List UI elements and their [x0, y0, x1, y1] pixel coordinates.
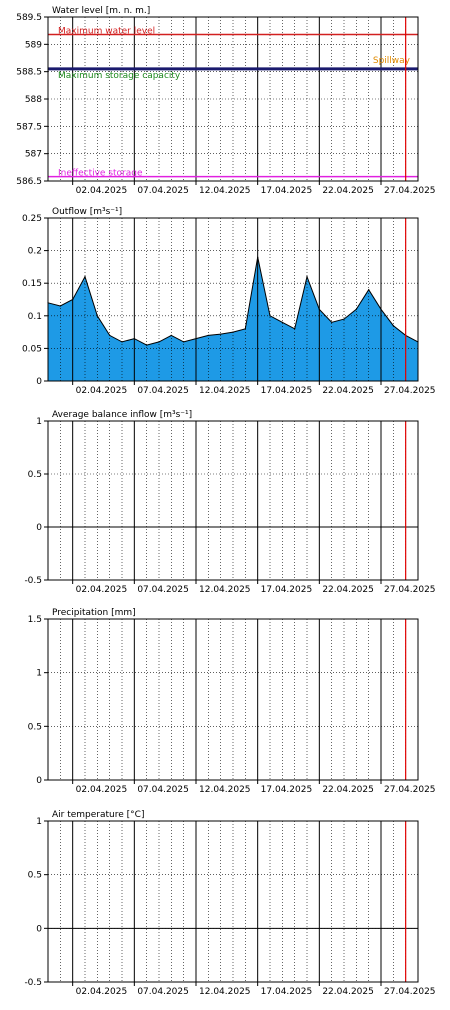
maximum-storage-capacity-label: Maximum storage capacity	[58, 71, 181, 81]
x-tick-label: 27.04.2025	[384, 585, 436, 595]
y-tick-label: 589	[25, 40, 42, 50]
y-tick-label: 1	[36, 817, 42, 827]
chart-title: Precipitation [mm]	[52, 608, 136, 618]
chart-title: Average balance inflow [m³s⁻¹]	[52, 410, 192, 420]
x-tick-label: 07.04.2025	[137, 987, 189, 997]
outflow-point	[306, 276, 308, 278]
chart-panel-1: Water level [m. n. m.] 586.5 587 587.5 588 58…	[16, 6, 435, 196]
chart-title: Air temperature [°C]	[52, 810, 144, 820]
y-tick-label: 588.5	[16, 68, 42, 78]
outflow-point	[281, 321, 283, 323]
plot-frame	[47, 16, 419, 182]
x-tick-label: 12.04.2025	[199, 987, 251, 997]
outflow-point	[392, 325, 394, 327]
y-tick-label: 587.5	[16, 122, 42, 132]
x-tick-label: 12.04.2025	[199, 585, 251, 595]
maximum-water-level-label: Maximum water level	[58, 26, 155, 36]
x-tick-label: 07.04.2025	[137, 585, 189, 595]
x-tick-label: 12.04.2025	[199, 186, 251, 196]
chart-panel-3: Average balance inflow [m³s⁻¹] -0.5 0 0.5 1 0…	[24, 410, 435, 595]
plot-frame	[47, 820, 419, 983]
y-tick-label: -0.5	[24, 576, 42, 586]
x-tick-label: 02.04.2025	[76, 386, 128, 396]
x-tick-label: 02.04.2025	[76, 186, 128, 196]
y-tick-label: -0.5	[24, 978, 42, 988]
x-tick-label: 02.04.2025	[76, 585, 128, 595]
chart-title: Water level [m. n. m.]	[52, 6, 150, 16]
y-tick-label: 586.5	[16, 177, 42, 187]
chart-panel-2: Outflow [m³s⁻¹] 0 0.05 0.1 0.15 0.2 0.25 02.04.…	[22, 207, 436, 396]
x-tick-label: 17.04.2025	[261, 585, 313, 595]
x-tick-label: 22.04.2025	[322, 987, 374, 997]
x-tick-label: 02.04.2025	[76, 987, 128, 997]
x-tick-label: 07.04.2025	[137, 386, 189, 396]
plot-frame	[47, 420, 419, 581]
y-tick-label: 1	[36, 417, 42, 427]
chart-panel-4: Precipitation [mm] 0 0.5 1 1.5 02.04.2025 07.0…	[28, 608, 436, 795]
outflow-point	[84, 276, 86, 278]
outflow-area	[48, 257, 418, 381]
x-tick-label: 07.04.2025	[137, 186, 189, 196]
x-tick-label: 17.04.2025	[261, 785, 313, 795]
x-tick-label: 12.04.2025	[199, 785, 251, 795]
x-tick-label: 22.04.2025	[322, 585, 374, 595]
y-tick-label: 0.15	[22, 279, 42, 289]
x-tick-label: 27.04.2025	[384, 785, 436, 795]
x-tick-label: 27.04.2025	[384, 186, 436, 196]
x-tick-label: 22.04.2025	[322, 386, 374, 396]
y-tick-label: 0.1	[28, 312, 42, 322]
chart-title: Outflow [m³s⁻¹]	[52, 207, 122, 217]
ineffective-storage-label: Ineffective storage	[58, 169, 143, 179]
y-tick-label: 1.5	[28, 615, 42, 625]
y-tick-label: 0.2	[28, 247, 42, 257]
y-tick-label: 1	[36, 669, 42, 679]
outflow-point	[220, 333, 222, 335]
y-tick-label: 589.5	[16, 13, 42, 23]
plot-frame	[47, 217, 419, 382]
spillway-label: Spillway	[373, 56, 411, 66]
x-tick-label: 12.04.2025	[199, 386, 251, 396]
y-tick-label: 0.25	[22, 214, 42, 224]
y-tick-label: 0.5	[28, 722, 42, 732]
x-tick-label: 27.04.2025	[384, 987, 436, 997]
y-tick-label: 0.5	[28, 470, 42, 480]
x-tick-label: 22.04.2025	[322, 186, 374, 196]
outflow-point	[331, 321, 333, 323]
x-tick-label: 22.04.2025	[322, 785, 374, 795]
x-tick-label: 02.04.2025	[76, 785, 128, 795]
y-tick-label: 588	[25, 95, 42, 105]
y-tick-label: 587	[25, 150, 42, 160]
y-tick-label: 0	[36, 924, 42, 934]
x-tick-label: 17.04.2025	[261, 386, 313, 396]
y-tick-label: 0	[36, 523, 42, 533]
x-tick-label: 17.04.2025	[261, 987, 313, 997]
y-tick-label: 0	[36, 377, 42, 387]
plot-frame	[47, 618, 419, 781]
x-tick-label: 17.04.2025	[261, 186, 313, 196]
outflow-point	[343, 318, 345, 320]
y-tick-label: 0	[36, 776, 42, 786]
x-tick-label: 07.04.2025	[137, 785, 189, 795]
x-tick-label: 27.04.2025	[384, 386, 436, 396]
y-tick-label: 0.05	[22, 344, 42, 354]
y-tick-label: 0.5	[28, 871, 42, 881]
chart-panel-5: Air temperature [°C] -0.5 0 0.5 1 02.04.2025 0…	[24, 810, 435, 997]
